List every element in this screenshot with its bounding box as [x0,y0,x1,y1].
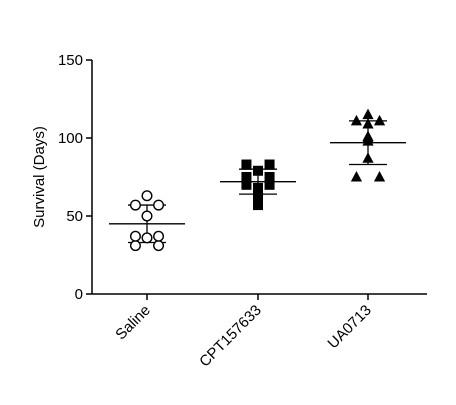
data-point [141,210,153,222]
data-point [153,230,165,242]
data-point [253,182,263,193]
data-point [129,230,141,242]
y-tick-label: 150 [58,52,83,69]
data-marks [109,108,406,252]
data-point [241,159,252,170]
data-point [350,114,363,126]
data-point [141,190,153,202]
series-saline [109,190,185,252]
data-point [129,199,141,211]
data-point [241,172,252,182]
data-point [373,114,386,126]
data-point [264,172,275,182]
data-point [253,165,263,176]
data-point [153,199,165,211]
data-point [362,117,374,129]
data-point [241,179,252,190]
data-point [253,190,263,201]
data-point [129,240,141,252]
data-point [253,200,263,211]
data-point [141,232,153,244]
data-point [362,130,374,141]
x-tick-label: CPT157633 [196,302,265,371]
x-axis: Saline CPT157633 UA0713 [92,293,427,371]
x-tick-label: Saline [112,302,154,344]
data-point [350,171,363,182]
data-point [362,108,374,120]
y-tick-label: 0 [75,286,83,303]
y-axis-title: Survival (Days) [31,126,48,228]
series-ua0713 [330,108,406,182]
data-point [362,152,374,163]
data-point [264,179,275,190]
y-tick-label: 100 [58,130,83,147]
series-cpt157633 [220,159,296,211]
data-point [153,240,165,252]
y-axis: 0 50 100 150 [58,52,93,303]
x-tick-label: UA0713 [324,302,374,352]
data-point [264,159,275,170]
data-point [373,171,386,182]
y-tick-label: 50 [66,208,83,225]
